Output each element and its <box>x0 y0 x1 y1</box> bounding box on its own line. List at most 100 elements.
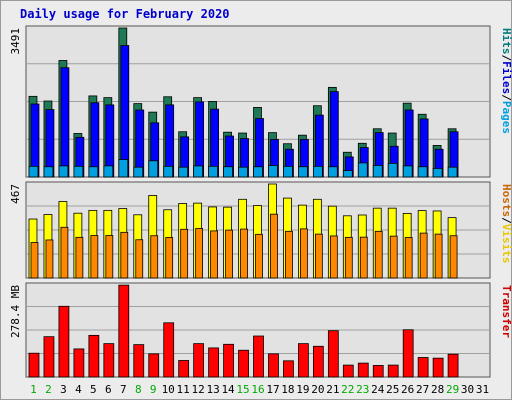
visits-hosts-bar <box>75 236 84 279</box>
hits-pages-bar <box>103 165 114 178</box>
transfer-transfer-bar <box>387 364 399 378</box>
transfer-transfer-bar <box>148 353 160 378</box>
visits-legend-part: Hosts <box>500 184 512 217</box>
x-tick-label: 10 <box>162 383 175 396</box>
hits-pages-bar <box>133 166 144 178</box>
visits-hosts-bar <box>389 235 398 279</box>
transfer-ymax-label: 278.4 MB <box>9 285 22 338</box>
x-tick-label: 14 <box>221 383 235 396</box>
hits-files-bar <box>120 45 130 178</box>
visits-hosts-bar <box>210 230 218 279</box>
x-tick-label: 11 <box>177 383 190 396</box>
transfer-transfer-bar <box>193 343 205 378</box>
hits-pages-bar <box>238 166 248 178</box>
x-tick-label: 3 <box>60 383 67 396</box>
transfer-transfer-bar <box>73 348 85 378</box>
visits-hosts-bar <box>255 233 263 279</box>
x-tick-label: 29 <box>446 383 459 396</box>
hits-pages-bar <box>372 165 383 178</box>
x-tick-label: 9 <box>150 383 157 396</box>
hits-ymax-label: 3491 <box>9 28 22 55</box>
visits-hosts-bar <box>314 233 323 279</box>
hits-pages-bar <box>387 162 398 178</box>
x-tick-label: 18 <box>281 383 294 396</box>
transfer-transfer-bar <box>238 349 249 378</box>
visits-hosts-bar <box>180 228 189 279</box>
x-tick-label: 4 <box>75 383 82 396</box>
hits-pages-bar <box>58 165 69 178</box>
visits-hosts-bar <box>285 230 293 279</box>
visits-hosts-bar <box>60 226 69 279</box>
x-tick-label: 6 <box>105 383 112 396</box>
hits-pages-bar <box>43 166 54 178</box>
transfer-legend: Transfer <box>500 285 512 338</box>
transfer-transfer-bar <box>133 344 145 378</box>
x-tick-label: 26 <box>401 383 414 396</box>
transfer-transfer-bar <box>223 343 234 378</box>
visits-hosts-bar <box>359 236 368 279</box>
transfer-transfer-bar <box>208 347 219 378</box>
hits-pages-bar <box>208 165 218 178</box>
visits-legend-part: / <box>500 217 512 224</box>
x-tick-label: 13 <box>206 383 219 396</box>
transfer-transfer-bar <box>118 284 130 378</box>
hits-pages-bar <box>193 165 204 178</box>
transfer-transfer-bar <box>402 329 414 378</box>
visits-hosts-bar <box>404 237 413 279</box>
visits-hosts-bar <box>300 228 308 279</box>
x-tick-label: 20 <box>311 383 324 396</box>
visits-hosts-bar <box>419 232 428 279</box>
transfer-transfer-bar <box>268 353 279 378</box>
hits-pages-bar <box>253 166 263 178</box>
hits-pages-bar <box>312 165 323 178</box>
hits-pages-bar <box>178 166 189 178</box>
visits-hosts-bar <box>30 242 39 279</box>
x-tick-label: 31 <box>476 383 489 396</box>
hits-pages-bar <box>118 159 129 178</box>
visits-hosts-bar <box>45 239 54 279</box>
x-tick-label: 16 <box>251 383 264 396</box>
hits-pages-bar <box>73 165 84 178</box>
hits-pages-bar <box>432 168 443 178</box>
transfer-transfer-bar <box>253 335 264 378</box>
x-tick-label: 23 <box>356 383 369 396</box>
transfer-transfer-bar <box>28 352 40 378</box>
hits-pages-bar <box>283 165 293 178</box>
x-tick-label: 8 <box>135 383 142 396</box>
transfer-transfer-bar <box>178 360 190 378</box>
visits-hosts-bar <box>270 213 278 279</box>
transfer-transfer-bar <box>163 322 175 378</box>
x-tick-label: 19 <box>296 383 309 396</box>
x-tick-label: 24 <box>371 383 385 396</box>
visits-hosts-bar <box>165 237 174 279</box>
visits-hosts-bar <box>105 235 114 279</box>
hits-pages-bar <box>163 165 174 178</box>
visits-hosts-bar <box>195 228 204 279</box>
visits-hosts-bar <box>150 235 159 279</box>
visits-hosts-bar <box>240 228 248 279</box>
transfer-transfer-bar <box>327 330 339 378</box>
transfer-transfer-bar <box>447 353 459 378</box>
transfer-transfer-bar <box>342 364 354 378</box>
transfer-transfer-bar <box>312 345 324 378</box>
transfer-transfer-bar <box>417 357 429 378</box>
visits-legend-part: Visits <box>500 224 512 264</box>
visits-ymax-label: 467 <box>9 184 22 204</box>
x-tick-label: 5 <box>90 383 97 396</box>
hits-pages-bar <box>298 166 308 178</box>
hits-pages-bar <box>88 166 99 178</box>
visits-hosts-bar <box>329 235 338 279</box>
hits-pages-bar <box>342 170 353 178</box>
x-tick-label: 7 <box>120 383 127 396</box>
hits-legend-part: Pages <box>500 101 512 134</box>
x-tick-label: 28 <box>431 383 444 396</box>
x-tick-label: 30 <box>461 383 474 396</box>
hits-pages-bar <box>148 160 159 178</box>
hits-files-bar <box>60 67 70 178</box>
visits-hosts-bar <box>135 239 144 279</box>
x-tick-label: 17 <box>266 383 279 396</box>
x-tick-label: 27 <box>416 383 429 396</box>
visits-hosts-bar <box>344 236 353 279</box>
